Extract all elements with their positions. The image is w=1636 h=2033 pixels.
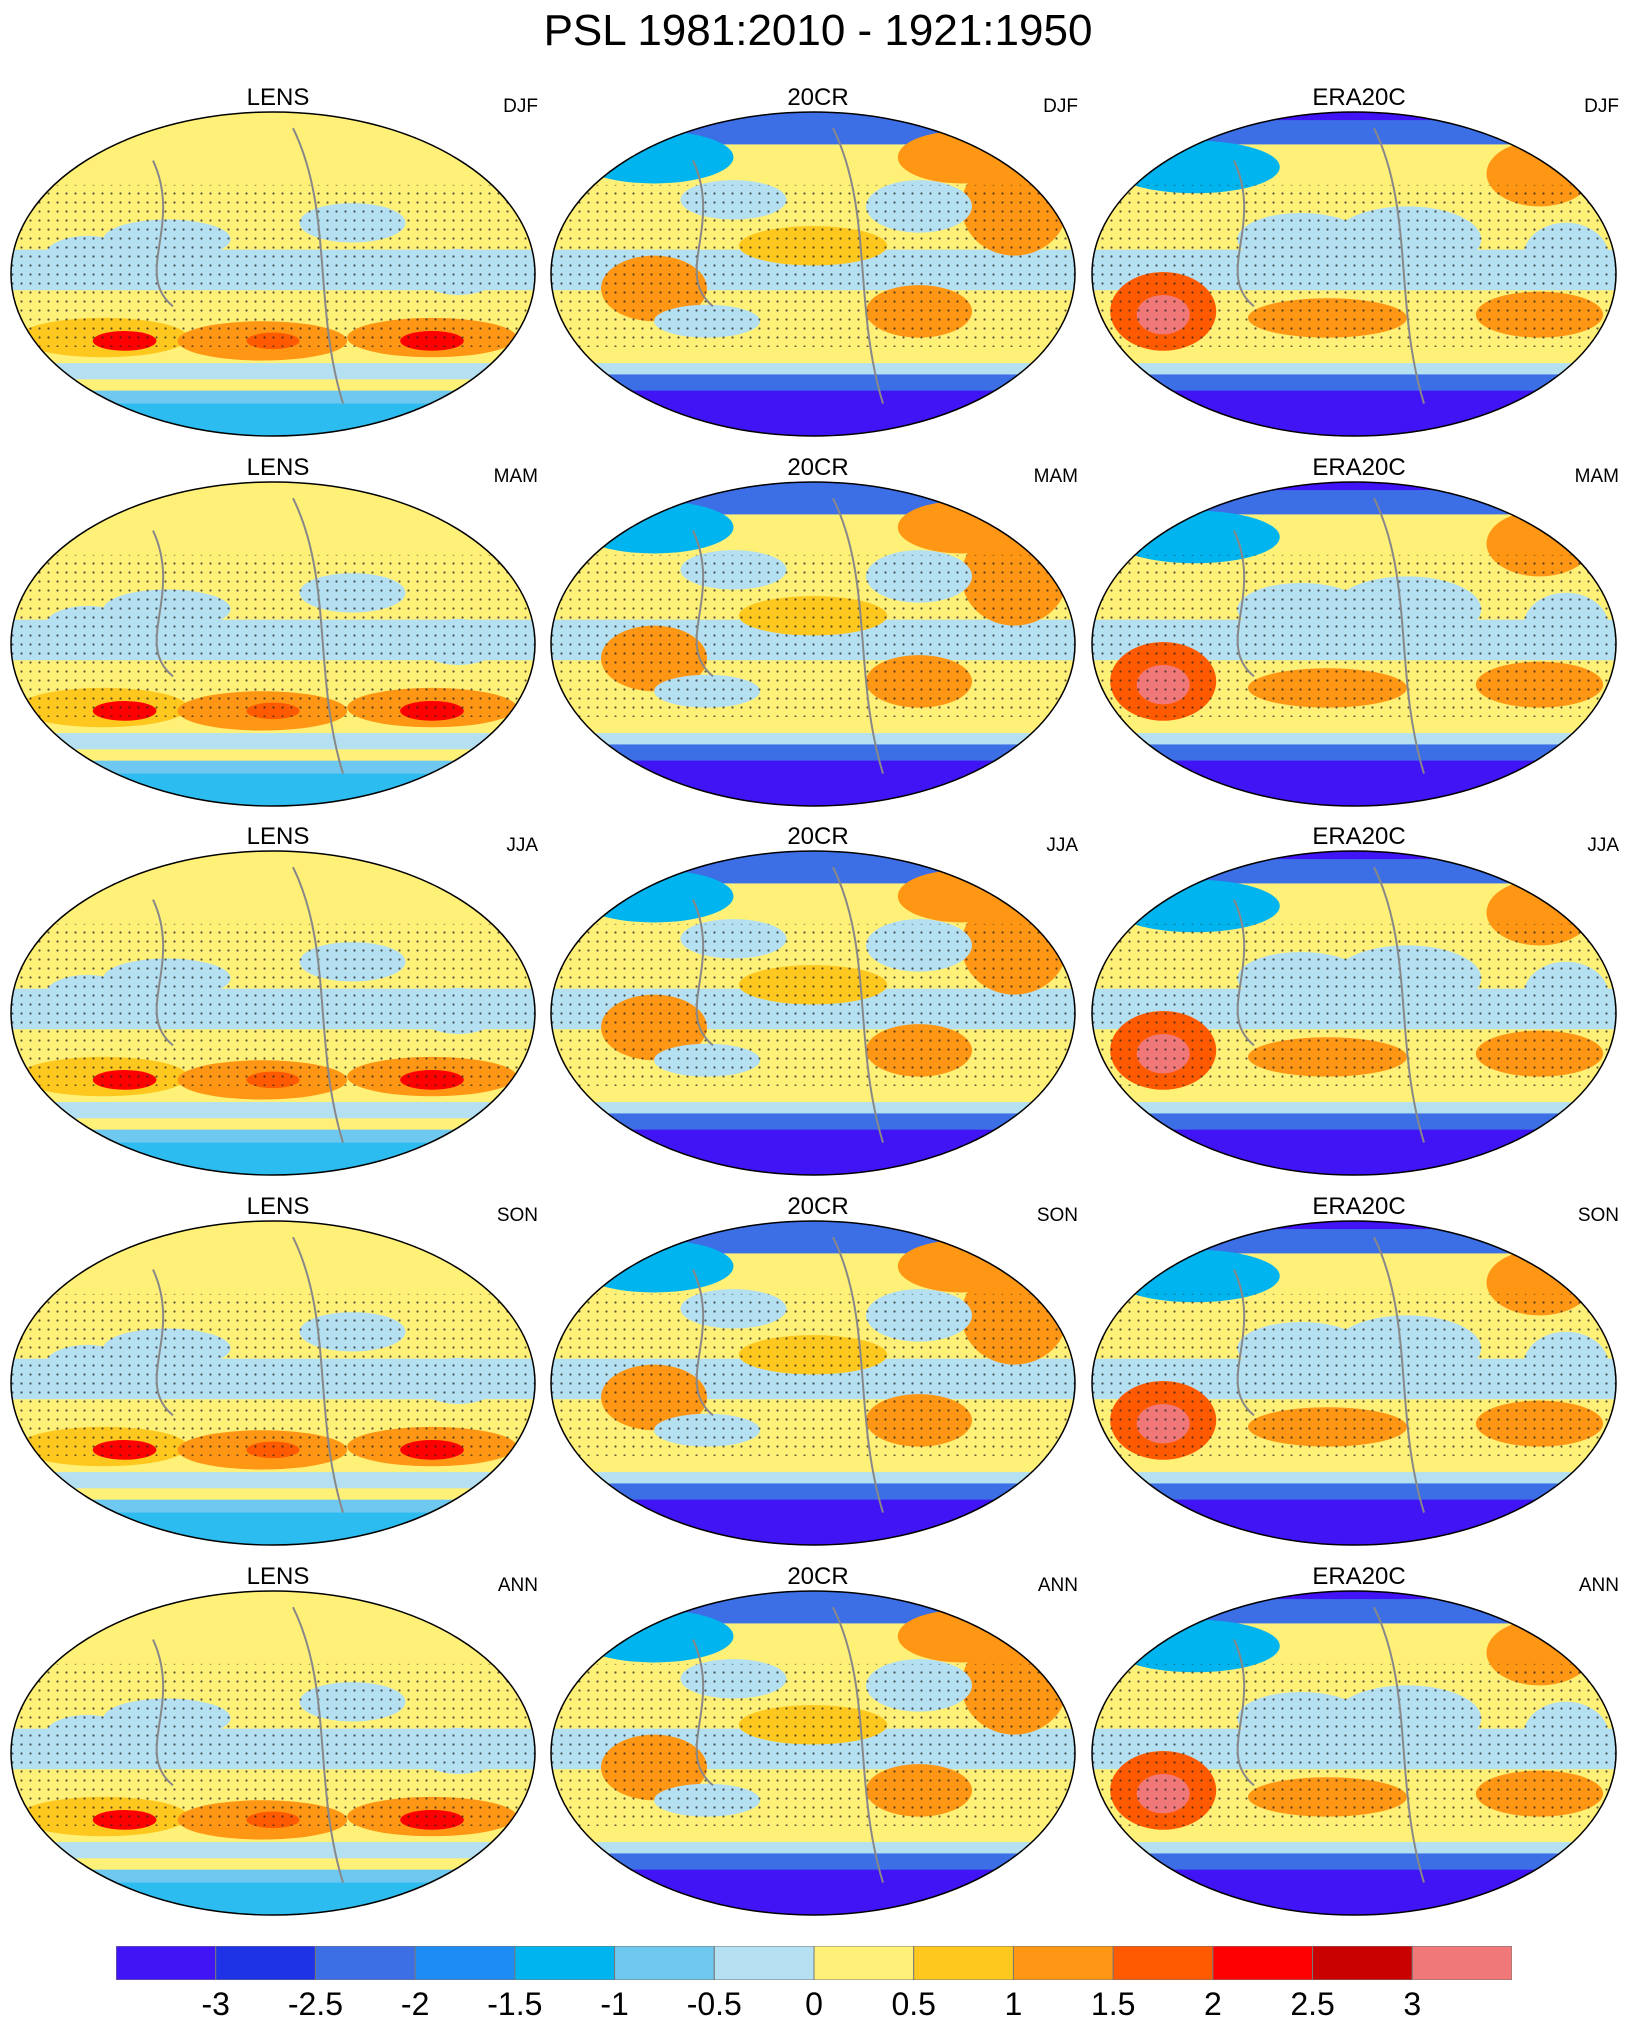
panel-season-label: DJF — [503, 96, 538, 117]
colorbar-tick-label: -1.5 — [487, 1986, 543, 2022]
map-panel: 20CR ANN — [548, 1559, 1088, 1919]
map-field — [550, 1220, 1076, 1546]
panel-dataset-title: 20CR — [787, 823, 849, 850]
map-field — [10, 850, 536, 1176]
panel-dataset-title: ERA20C — [1312, 454, 1406, 481]
panel-dataset-title: LENS — [246, 1193, 310, 1220]
panel-season-label: SON — [1577, 1205, 1619, 1226]
map-panel: LENS MAM — [8, 450, 548, 810]
colorbar-tick-label: 1 — [1004, 1986, 1023, 2022]
panel-dataset-title: 20CR — [787, 84, 849, 111]
panel-dataset-title: LENS — [246, 1563, 310, 1590]
colorbar-tick-label: 0 — [805, 1986, 823, 2022]
map-field — [1091, 850, 1617, 1176]
colorbar-tick-label: -0.5 — [686, 1986, 742, 2022]
panel-season-label: DJF — [1043, 96, 1078, 117]
map-panel: ERA20C ANN — [1089, 1559, 1629, 1919]
colorbar-swatch — [1312, 1946, 1413, 1980]
panel-dataset-title: 20CR — [787, 1563, 849, 1590]
colorbar-labels: -3 -2.5 -2 -1.5 -1 -0.5 0 0.5 1 1.5 2 2.5 3 — [0, 1986, 1636, 2026]
colorbar-swatch — [1212, 1946, 1314, 1980]
colorbar-swatch — [514, 1946, 616, 1980]
colorbar-tick-label: -2 — [400, 1986, 430, 2022]
panel-dataset-title: ERA20C — [1312, 1193, 1406, 1220]
map-field — [1091, 1590, 1617, 1916]
panel-dataset-title: LENS — [246, 823, 310, 850]
panel-season-label: ANN — [1578, 1575, 1619, 1596]
map-field — [550, 481, 1076, 807]
map-field — [10, 111, 536, 437]
panel-season-label: ANN — [1037, 1575, 1078, 1596]
map-field — [1091, 481, 1617, 807]
figure-title: PSL 1981:2010 - 1921:1950 — [543, 6, 1093, 55]
map-panel: ERA20C DJF — [1089, 80, 1629, 440]
colorbar-swatch — [614, 1946, 715, 1980]
colorbar-tick-label: 2.5 — [1290, 1986, 1335, 2022]
colorbar-swatch — [913, 1946, 1014, 1980]
colorbar-swatch — [813, 1946, 915, 1980]
colorbar-tick-label: 2 — [1203, 1986, 1222, 2022]
map-panel: ERA20C MAM — [1089, 450, 1629, 810]
map-panel: 20CR JJA — [548, 819, 1088, 1179]
map-panel: LENS JJA — [8, 819, 548, 1179]
panel-dataset-title: LENS — [246, 454, 310, 481]
colorbar-tick-label: -2.5 — [287, 1986, 343, 2022]
map-panel: ERA20C SON — [1089, 1189, 1629, 1549]
colorbar-tick-label: -3 — [201, 1986, 230, 2022]
colorbar-tick-label: -1 — [600, 1986, 629, 2022]
panel-season-label: JJA — [506, 835, 538, 856]
map-field — [550, 111, 1076, 437]
map-panel: ERA20C JJA — [1089, 819, 1629, 1179]
map-field — [550, 850, 1076, 1176]
panel-season-label: SON — [1036, 1205, 1078, 1226]
panel-dataset-title: 20CR — [787, 1193, 849, 1220]
panel-season-label: ANN — [497, 1575, 538, 1596]
colorbar-swatch — [215, 1946, 316, 1980]
colorbar — [116, 1946, 1512, 1980]
map-field — [10, 481, 536, 807]
colorbar-swatch — [116, 1946, 217, 1980]
panel-dataset-title: ERA20C — [1312, 1563, 1406, 1590]
colorbar-swatch — [1411, 1946, 1512, 1980]
panel-season-label: MAM — [1033, 466, 1078, 487]
colorbar-swatch — [1012, 1946, 1114, 1980]
panel-dataset-title: LENS — [246, 84, 310, 111]
panel-season-label: MAM — [1574, 466, 1619, 487]
map-field — [1091, 111, 1617, 437]
map-panel: LENS SON — [8, 1189, 548, 1549]
colorbar-tick-label: 3 — [1403, 1986, 1422, 2022]
map-field — [1091, 1220, 1617, 1546]
panel-season-label: SON — [496, 1205, 538, 1226]
panel-dataset-title: ERA20C — [1312, 823, 1406, 850]
colorbar-swatch — [1112, 1946, 1214, 1980]
panel-season-label: JJA — [1046, 835, 1078, 856]
panel-dataset-title: ERA20C — [1312, 84, 1406, 111]
colorbar-swatch — [414, 1946, 516, 1980]
panel-season-label: MAM — [493, 466, 538, 487]
map-panel: 20CR MAM — [548, 450, 1088, 810]
map-panel: 20CR SON — [548, 1189, 1088, 1549]
map-panel: LENS DJF — [8, 80, 548, 440]
map-panel: 20CR DJF — [548, 80, 1088, 440]
map-field — [550, 1590, 1076, 1916]
colorbar-swatch — [713, 1946, 815, 1980]
panel-season-label: JJA — [1587, 835, 1619, 856]
colorbar-swatch — [314, 1946, 416, 1980]
map-field — [10, 1590, 536, 1916]
panel-dataset-title: 20CR — [787, 454, 849, 481]
colorbar-tick-label: 1.5 — [1090, 1986, 1136, 2022]
panel-season-label: DJF — [1584, 96, 1619, 117]
map-field — [10, 1220, 536, 1546]
map-panel: LENS ANN — [8, 1559, 548, 1919]
colorbar-tick-label: 0.5 — [891, 1986, 936, 2022]
